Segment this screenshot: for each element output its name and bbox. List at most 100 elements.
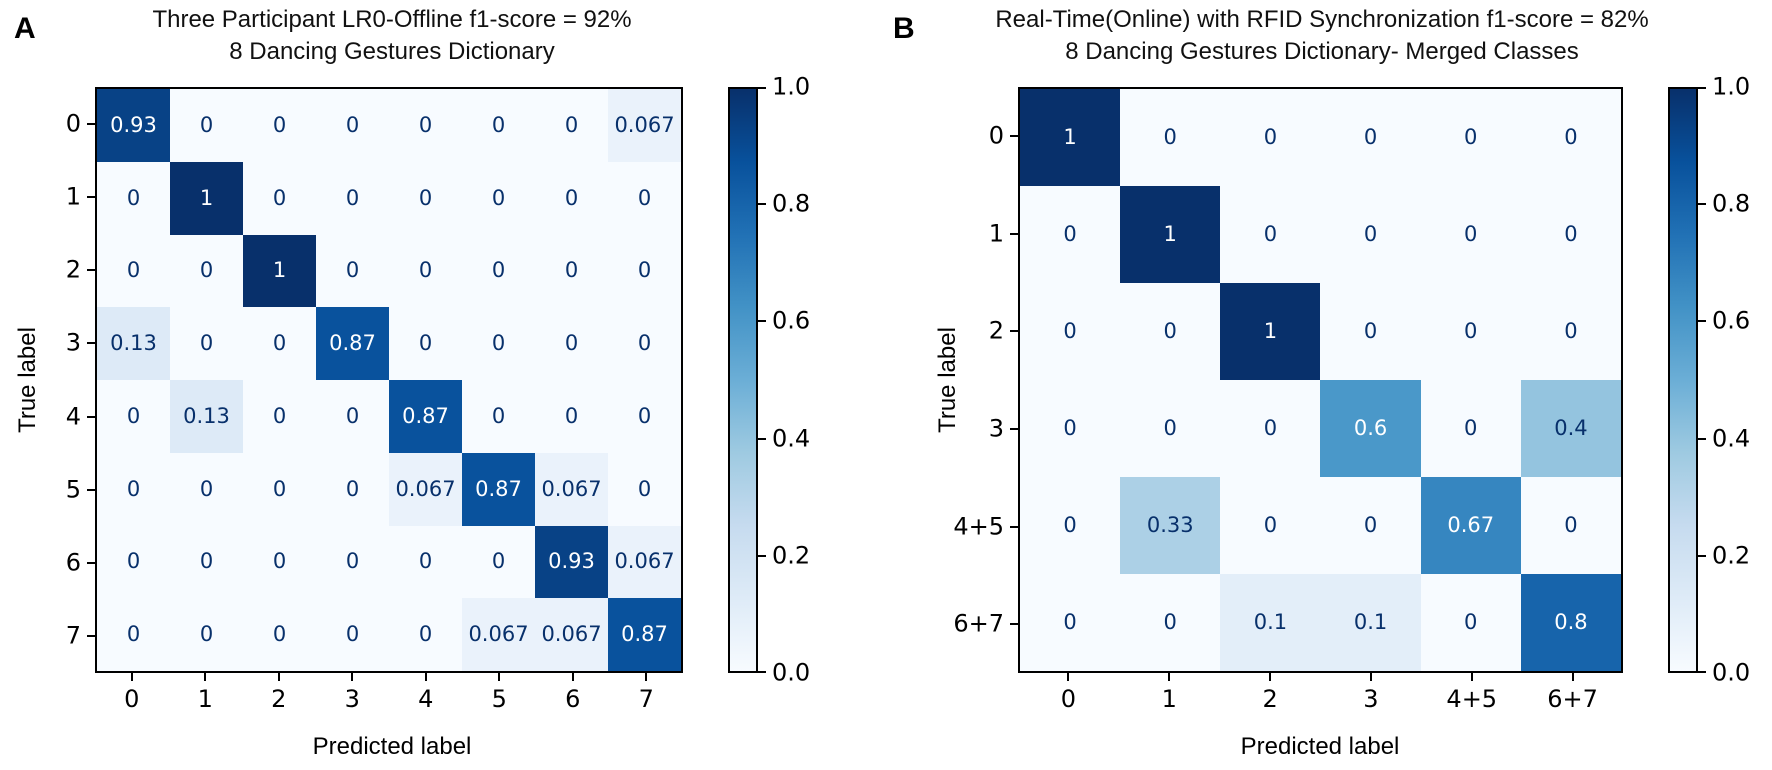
matrix-cell: 1 — [1220, 283, 1321, 380]
panel-a-letter: A — [14, 12, 36, 45]
matrix-cell: 0 — [1520, 477, 1621, 574]
x-tick-label: 4+5 — [1446, 685, 1498, 713]
x-tick-label: 7 — [638, 685, 654, 713]
x-axis-tick — [498, 673, 501, 681]
matrix-cell: 0.13 — [97, 307, 170, 380]
matrix-cell: 0 — [608, 452, 681, 526]
matrix-cell: 0 — [462, 161, 535, 235]
y-axis-tick — [1010, 330, 1018, 333]
panel-b-title: Real-Time(Online) with RFID Synchronizat… — [995, 6, 1649, 33]
colorbar-tick-label: 1.0 — [1712, 72, 1751, 101]
matrix-cell: 0.1 — [1220, 574, 1321, 671]
matrix-cell: 0 — [1020, 380, 1121, 477]
y-axis-tick — [87, 342, 95, 345]
colorbar-tick-label: 1.0 — [772, 72, 811, 101]
y-tick-label: 4+5 — [953, 511, 1004, 540]
confusion-matrix-a: 0.93 0 0 0 0 0 0 0.067 0 1 0 0 0 0 0 0 0 0 1 0 0 0 0 0 0.13 0 0 0.8… — [95, 87, 683, 673]
x-tick-label: 6 — [565, 685, 581, 713]
panel-b-ylabel: True label — [934, 327, 961, 433]
matrix-cell: 0 — [1320, 283, 1421, 380]
matrix-cell: 0 — [243, 525, 316, 599]
matrix-cell: 0 — [97, 234, 170, 308]
y-tick-label: 2 — [988, 316, 1004, 345]
x-tick-label: 6+7 — [1547, 685, 1598, 713]
matrix-cell: 0 — [316, 380, 389, 453]
matrix-cell: 0 — [1020, 186, 1121, 283]
matrix-cell: 0 — [535, 234, 608, 308]
matrix-cell: 0 — [462, 307, 535, 380]
matrix-cell: 0 — [243, 307, 316, 380]
x-axis-tick — [130, 673, 133, 681]
matrix-cell: 0.93 — [97, 89, 170, 162]
panel-b-xlabel: Predicted label — [1240, 733, 1400, 760]
colorbar-tick-label: 0.2 — [772, 541, 811, 570]
matrix-cell: 0.1 — [1320, 574, 1421, 671]
matrix-cell: 0.67 — [1420, 477, 1521, 574]
matrix-cell: 0.067 — [535, 452, 608, 526]
y-tick-label: 3 — [65, 328, 81, 357]
matrix-cell: 0 — [1420, 186, 1521, 283]
matrix-cell: 0.87 — [389, 380, 462, 453]
matrix-cell: 0 — [389, 161, 462, 235]
matrix-cell: 1 — [243, 234, 316, 308]
matrix-cell: 0 — [1220, 477, 1321, 574]
matrix-cell: 0 — [389, 234, 462, 308]
y-tick-label: 2 — [65, 255, 81, 284]
y-axis-tick — [1010, 232, 1018, 235]
matrix-cell: 0 — [389, 525, 462, 599]
matrix-cell: 0.87 — [608, 598, 681, 671]
matrix-cell: 0 — [1420, 89, 1521, 186]
colorbar-tick-label: 0.4 — [1712, 424, 1751, 453]
matrix-cell: 0 — [535, 89, 608, 162]
colorbar-tick — [1698, 554, 1706, 557]
colorbar-tick — [758, 437, 766, 440]
x-axis-tick — [1571, 673, 1574, 681]
matrix-cell: 0.4 — [1520, 380, 1621, 477]
matrix-cell: 0 — [1020, 574, 1121, 671]
matrix-cell: 0 — [1220, 89, 1321, 186]
matrix-cell: 0 — [535, 161, 608, 235]
matrix-cell: 0 — [170, 234, 243, 308]
x-tick-label: 3 — [344, 685, 360, 713]
colorbar-tick — [1698, 437, 1706, 440]
x-tick-label: 5 — [491, 685, 507, 713]
matrix-cell: 0 — [389, 598, 462, 671]
matrix-cell: 0 — [1420, 574, 1521, 671]
matrix-cell: 0 — [1320, 89, 1421, 186]
y-tick-label: 0 — [988, 121, 1004, 150]
matrix-cell: 0.067 — [535, 598, 608, 671]
matrix-cell: 0 — [243, 598, 316, 671]
y-tick-label: 6 — [65, 548, 81, 577]
matrix-cell: 0.6 — [1320, 380, 1421, 477]
matrix-cell: 1 — [1020, 89, 1121, 186]
matrix-cell: 0 — [243, 380, 316, 453]
matrix-cell: 0 — [97, 598, 170, 671]
matrix-cell: 0 — [170, 525, 243, 599]
confusion-matrix-b: 1 0 0 0 0 0 0 1 0 0 0 0 0 0 1 0 0 0 0 0 0 0.6 0 0.4 0 0.33 0 0 0.67 0… — [1018, 87, 1623, 673]
matrix-cell: 0 — [1520, 186, 1621, 283]
x-tick-label: 0 — [124, 685, 140, 713]
matrix-cell: 0 — [1420, 380, 1521, 477]
matrix-cell: 0 — [1520, 283, 1621, 380]
colorbar-tick-label: 0.8 — [772, 189, 811, 218]
matrix-cell: 0 — [316, 452, 389, 526]
matrix-cell: 0 — [97, 380, 170, 453]
colorbar-tick — [1698, 671, 1706, 673]
matrix-cell: 0 — [316, 161, 389, 235]
x-axis-tick — [1470, 673, 1473, 681]
matrix-cell: 0 — [535, 380, 608, 453]
panel-b-letter: B — [893, 12, 915, 45]
y-axis-tick — [87, 415, 95, 418]
x-tick-label: 4 — [418, 685, 434, 713]
y-tick-label: 3 — [988, 414, 1004, 443]
y-tick-label: 7 — [65, 621, 81, 650]
x-axis-tick — [204, 673, 207, 681]
y-axis-tick — [1010, 525, 1018, 528]
colorbar-tick — [758, 320, 766, 323]
matrix-cell: 0 — [1220, 186, 1321, 283]
matrix-cell: 0 — [243, 89, 316, 162]
colorbar-tick-label: 0.6 — [1712, 306, 1751, 335]
matrix-cell: 0 — [462, 234, 535, 308]
matrix-cell: 0 — [1320, 477, 1421, 574]
